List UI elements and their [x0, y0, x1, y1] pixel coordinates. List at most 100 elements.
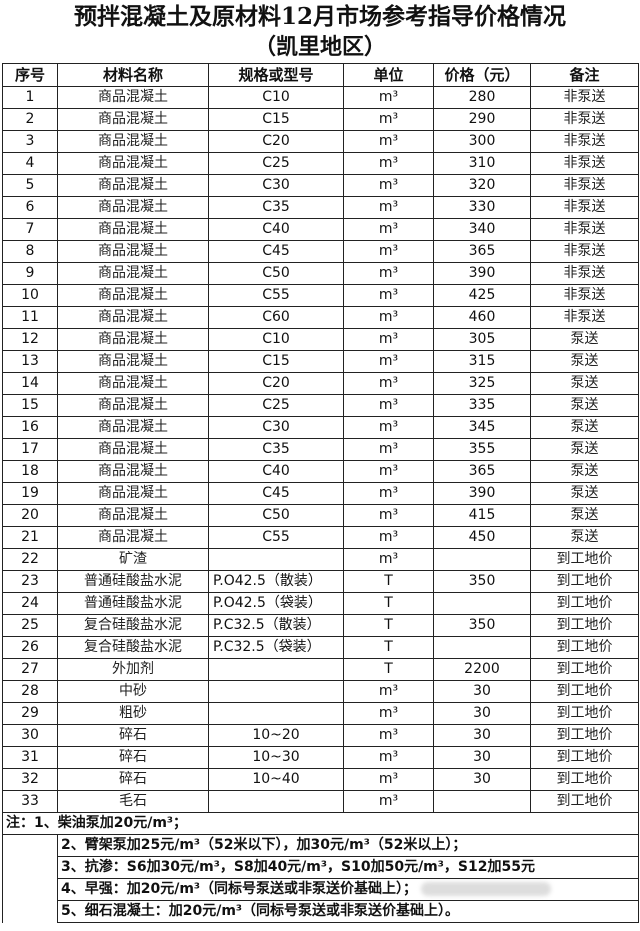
- cell-index: 32: [2, 768, 58, 791]
- cell-price: 30: [433, 724, 531, 747]
- cell-unit: m³: [343, 350, 434, 373]
- cell-price: 310: [433, 152, 531, 175]
- cell-material: 碎石: [57, 768, 209, 791]
- cell-unit: m³: [343, 790, 434, 813]
- table-row: 16 商品混凝土 C30 m³ 345 泵送: [2, 416, 639, 439]
- table-row: 6 商品混凝土 C35 m³ 330 非泵送: [2, 196, 639, 219]
- cell-unit: T: [343, 570, 434, 593]
- col-header-index: 序号: [2, 63, 58, 87]
- cell-spec: [208, 680, 344, 703]
- cell-remark: 非泵送: [530, 218, 639, 241]
- cell-index: 28: [2, 680, 58, 703]
- cell-index: 11: [2, 306, 58, 329]
- cell-index: 1: [2, 86, 58, 109]
- cell-price: 300: [433, 130, 531, 153]
- cell-spec: C20: [208, 130, 344, 153]
- cell-unit: m³: [343, 130, 434, 153]
- cell-remark: 到工地价: [530, 746, 639, 769]
- cell-material: 商品混凝土: [57, 416, 209, 439]
- col-header-material: 材料名称: [57, 63, 209, 87]
- cell-spec: C35: [208, 438, 344, 461]
- cell-remark: 泵送: [530, 416, 639, 439]
- cell-index: 2: [2, 108, 58, 131]
- cell-material: 商品混凝土: [57, 394, 209, 417]
- cell-spec: [208, 790, 344, 813]
- cell-spec: [208, 658, 344, 681]
- cell-spec: 10~30: [208, 746, 344, 769]
- cell-index: 24: [2, 592, 58, 615]
- col-header-unit: 单位: [343, 63, 434, 87]
- cell-unit: m³: [343, 174, 434, 197]
- cell-remark: 非泵送: [530, 240, 639, 263]
- cell-price: [433, 636, 531, 659]
- cell-unit: m³: [343, 724, 434, 747]
- cell-unit: m³: [343, 284, 434, 307]
- cell-material: 商品混凝土: [57, 504, 209, 527]
- cell-price: 350: [433, 614, 531, 637]
- cell-spec: 10~40: [208, 768, 344, 791]
- cell-unit: m³: [343, 218, 434, 241]
- cell-material: 商品混凝土: [57, 196, 209, 219]
- cell-material: 商品混凝土: [57, 130, 209, 153]
- cell-unit: m³: [343, 768, 434, 791]
- cell-material: 中砂: [57, 680, 209, 703]
- cell-price: [433, 592, 531, 615]
- cell-price: 365: [433, 240, 531, 263]
- cell-remark: 到工地价: [530, 658, 639, 681]
- cell-price: 335: [433, 394, 531, 417]
- cell-unit: m³: [343, 548, 434, 571]
- cell-index: 20: [2, 504, 58, 527]
- cell-unit: m³: [343, 152, 434, 175]
- cell-spec: C20: [208, 372, 344, 395]
- note-4: 4、早强：加20元/m³（同标号泵送或非泵送价基础上）；: [57, 878, 639, 901]
- table-row: 30 碎石 10~20 m³ 30 到工地价: [2, 724, 639, 747]
- cell-unit: m³: [343, 746, 434, 769]
- cell-remark: 泵送: [530, 482, 639, 505]
- cell-spec: C60: [208, 306, 344, 329]
- cell-unit: m³: [343, 680, 434, 703]
- cell-spec: [208, 548, 344, 571]
- cell-price: [433, 790, 531, 813]
- watermark-blur: [421, 882, 552, 896]
- note-2: 2、臂架泵加25元/m³（52米以下），加30元/m³（52米以上）；: [57, 834, 639, 857]
- cell-price: 30: [433, 746, 531, 769]
- table-row: 4 商品混凝土 C25 m³ 310 非泵送: [2, 152, 639, 175]
- table-row: 28 中砂 m³ 30 到工地价: [2, 680, 639, 703]
- note-3: 3、抗渗：S6加30元/m³，S8加40元/m³，S10加50元/m³，S12加…: [57, 856, 639, 879]
- table-row: 21 商品混凝土 C55 m³ 450 泵送: [2, 526, 639, 549]
- cell-material: 商品混凝土: [57, 328, 209, 351]
- table-row: 9 商品混凝土 C50 m³ 390 非泵送: [2, 262, 639, 285]
- cell-index: 17: [2, 438, 58, 461]
- cell-index: 3: [2, 130, 58, 153]
- cell-spec: C50: [208, 262, 344, 285]
- cell-index: 26: [2, 636, 58, 659]
- table-row: 27 外加剂 T 2200 到工地价: [2, 658, 639, 681]
- cell-material: 商品混凝土: [57, 526, 209, 549]
- cell-index: 13: [2, 350, 58, 373]
- page-subtitle: （凯里地区）: [253, 34, 386, 60]
- cell-remark: 非泵送: [530, 108, 639, 131]
- cell-index: 9: [2, 262, 58, 285]
- cell-remark: 非泵送: [530, 174, 639, 197]
- cell-index: 29: [2, 702, 58, 725]
- cell-index: 23: [2, 570, 58, 593]
- cell-price: 460: [433, 306, 531, 329]
- table-row: 24 普通硅酸盐水泥 P.O42.5（袋装） T 到工地价: [2, 592, 639, 615]
- cell-unit: m³: [343, 306, 434, 329]
- cell-index: 10: [2, 284, 58, 307]
- cell-remark: 泵送: [530, 526, 639, 549]
- notes-indent: [2, 834, 58, 923]
- cell-index: 30: [2, 724, 58, 747]
- table-row: 14 商品混凝土 C20 m³ 325 泵送: [2, 372, 639, 395]
- cell-material: 碎石: [57, 724, 209, 747]
- cell-unit: m³: [343, 416, 434, 439]
- cell-unit: m³: [343, 702, 434, 725]
- cell-spec: C40: [208, 218, 344, 241]
- table-row: 12 商品混凝土 C10 m³ 305 泵送: [2, 328, 639, 351]
- cell-material: 粗砂: [57, 702, 209, 725]
- cell-spec: C15: [208, 108, 344, 131]
- cell-material: 普通硅酸盐水泥: [57, 592, 209, 615]
- cell-material: 商品混凝土: [57, 306, 209, 329]
- cell-remark: 到工地价: [530, 768, 639, 791]
- cell-index: 12: [2, 328, 58, 351]
